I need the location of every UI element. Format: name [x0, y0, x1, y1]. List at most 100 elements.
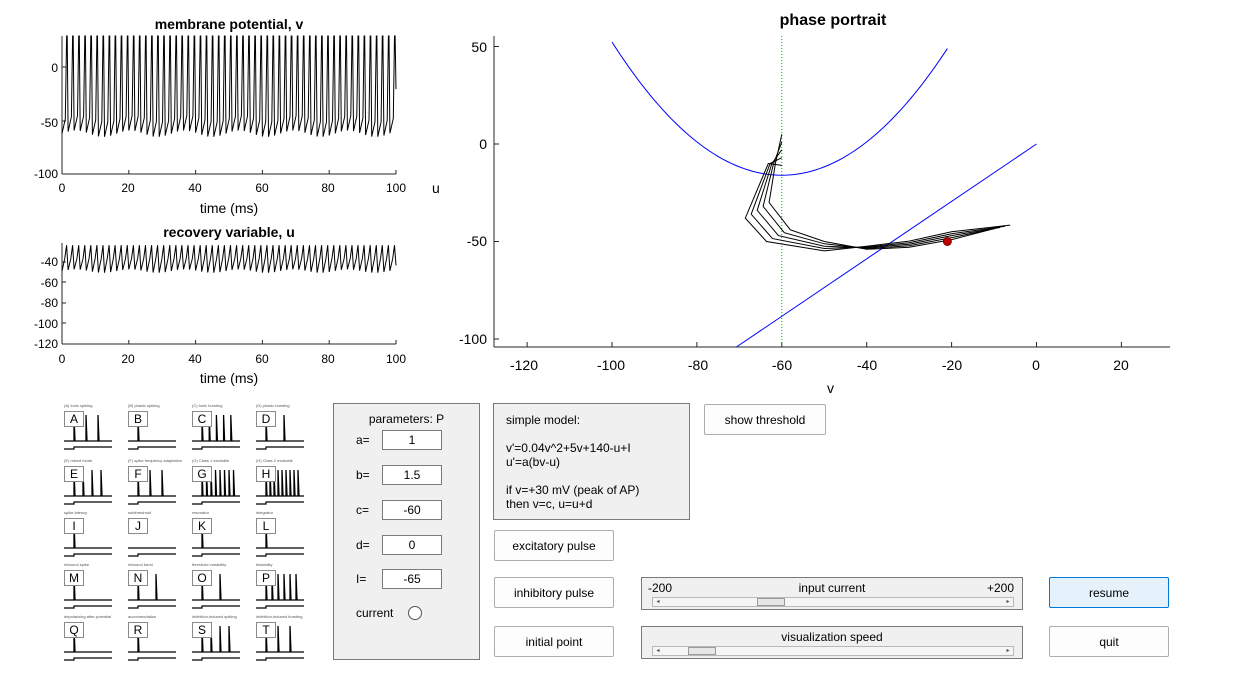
neuron-type-thumbnail-j[interactable]: subthreshold J — [124, 510, 180, 562]
membrane-xtick: 40 — [188, 181, 202, 195]
model-text-line — [506, 427, 639, 441]
neuron-type-thumbnail-g[interactable]: (G) Class 1 excitable G — [188, 458, 244, 510]
initial-point-button[interactable]: initial point — [494, 626, 614, 657]
speed-panel: visualization speed ◂ ▸ — [641, 626, 1023, 659]
thumbnail-caption: (B) phasic spiking — [128, 403, 160, 408]
thumbnail-caption: (D) phasic bursting — [256, 403, 290, 408]
thumbnail-spikes — [256, 573, 304, 601]
thumbnail-trace — [128, 547, 176, 557]
input-current-slider[interactable]: ◂ ▸ — [652, 597, 1014, 607]
param-a-field[interactable]: 1 — [382, 430, 442, 450]
recovery-xtick: 60 — [255, 352, 269, 366]
thumbnail-caption: subthreshold — [128, 510, 151, 515]
thumbnail-letter-button[interactable]: P — [256, 570, 276, 586]
input-current-slider-thumb[interactable] — [757, 598, 786, 606]
thumbnail-caption: depolarizing after-potential — [64, 614, 112, 619]
thumbnail-letter-button[interactable]: Q — [64, 622, 84, 638]
membrane-xtick: 0 — [58, 181, 66, 195]
current-radio[interactable] — [408, 606, 422, 620]
thumbnail-letter-button[interactable]: S — [192, 622, 212, 638]
thumbnail-letter-button[interactable]: I — [64, 518, 84, 534]
thumbnail-input-step — [64, 446, 112, 450]
thumbnail-letter-button[interactable]: C — [192, 411, 212, 427]
neuron-type-thumbnail-f[interactable]: (F) spike frequency adaptation F — [124, 458, 182, 510]
neuron-type-thumbnail-r[interactable]: accommodation R — [124, 614, 180, 666]
membrane-ytick: 0 — [51, 61, 58, 75]
thumbnail-caption: inhibition-induced bursting — [256, 614, 303, 619]
neuron-type-thumbnail-k[interactable]: resonator K — [188, 510, 244, 562]
thumbnail-letter-button[interactable]: A — [64, 411, 84, 427]
slider-right-arrow-icon[interactable]: ▸ — [1006, 648, 1010, 654]
neuron-type-thumbnail-e[interactable]: (E) mixed mode E — [60, 458, 116, 510]
thumbnail-letter-button[interactable]: H — [256, 466, 276, 482]
thumbnail-letter-button[interactable]: D — [256, 411, 276, 427]
visualization-speed-slider[interactable]: ◂ ▸ — [652, 646, 1014, 656]
recovery-variable-plot — [61, 243, 397, 345]
neuron-type-thumbnail-n[interactable]: rebound burst N — [124, 562, 180, 614]
slider-right-arrow-icon[interactable]: ▸ — [1006, 599, 1010, 605]
parameters-title: parameters: P — [368, 412, 445, 426]
membrane-potential-plot — [61, 35, 397, 175]
model-text-line — [506, 469, 639, 483]
param-i-label: I= — [356, 572, 367, 586]
recovery-xtick: 100 — [385, 352, 407, 366]
neuron-type-thumbnail-p[interactable]: bistability P — [252, 562, 308, 614]
thumbnail-spikes — [192, 573, 240, 601]
thumbnail-caption: bistability — [256, 562, 273, 567]
neuron-type-thumbnail-a[interactable]: (A) tonic spiking A — [60, 403, 116, 455]
thumbnail-letter-button[interactable]: J — [128, 518, 148, 534]
param-i-field[interactable]: -65 — [382, 569, 442, 589]
thumbnail-letter-button[interactable]: K — [192, 518, 212, 534]
neuron-type-thumbnail-h[interactable]: (H) Class 2 excitable H — [252, 458, 308, 510]
model-text-line: if v=+30 mV (peak of AP) — [506, 483, 640, 497]
param-c-field[interactable]: -60 — [382, 500, 442, 520]
recovery-plot-title: recovery variable, u — [163, 224, 295, 240]
thumbnail-letter-button[interactable]: L — [256, 518, 276, 534]
inhibitory-pulse-button[interactable]: inhibitory pulse — [494, 577, 614, 608]
neuron-type-thumbnail-s[interactable]: inhibition-induced spiking S — [188, 614, 244, 666]
quit-button[interactable]: quit — [1049, 626, 1169, 657]
recovery-xtick: 0 — [58, 352, 66, 366]
resume-button[interactable]: resume — [1049, 577, 1169, 608]
show-threshold-button[interactable]: show threshold — [704, 404, 826, 435]
thumbnail-letter-button[interactable]: E — [64, 466, 84, 482]
visualization-speed-label: visualization speed — [781, 630, 883, 644]
neuron-type-thumbnail-m[interactable]: rebound spike M — [60, 562, 116, 614]
thumbnail-caption: threshold variability — [192, 562, 227, 567]
phase-xtick: 20 — [1113, 357, 1129, 373]
thumbnail-letter-button[interactable]: M — [64, 570, 84, 586]
excitatory-pulse-button[interactable]: excitatory pulse — [494, 530, 614, 561]
neuron-type-thumbnail-l[interactable]: integrator L — [252, 510, 308, 562]
model-text-line: v'=0.04v^2+5v+140-u+I — [506, 441, 631, 455]
thumbnail-letter-button[interactable]: F — [128, 466, 148, 482]
thumbnail-caption: resonator — [192, 510, 209, 515]
thumbnail-spikes — [128, 573, 176, 601]
input-current-label: input current — [798, 581, 866, 595]
membrane-plot-title: membrane potential, v — [154, 16, 304, 32]
neuron-type-thumbnail-q[interactable]: depolarizing after-potential Q — [60, 614, 116, 666]
thumbnail-letter-button[interactable]: G — [192, 466, 212, 482]
membrane-xtick: 60 — [255, 181, 269, 195]
slider-left-arrow-icon[interactable]: ◂ — [656, 599, 660, 605]
neuron-type-thumbnail-c[interactable]: (C) tonic bursting C — [188, 403, 244, 455]
thumbnail-letter-button[interactable]: O — [192, 570, 212, 586]
thumbnail-letter-button[interactable]: B — [128, 411, 148, 427]
neuron-type-thumbnail-o[interactable]: threshold variability O — [188, 562, 244, 614]
visualization-speed-slider-thumb[interactable] — [688, 647, 717, 655]
neuron-type-thumbnail-t[interactable]: inhibition-induced bursting T — [252, 614, 308, 666]
model-text-line: simple model: — [506, 413, 581, 427]
recovery-ytick: -40 — [40, 255, 58, 269]
recovery-xlabel: time (ms) — [199, 370, 259, 386]
neuron-type-thumbnail-b[interactable]: (B) phasic spiking B — [124, 403, 180, 455]
model-text-line: u'=a(bv-u) — [506, 455, 560, 469]
param-b-field[interactable]: 1.5 — [382, 465, 442, 485]
slider-left-arrow-icon[interactable]: ◂ — [656, 648, 660, 654]
thumbnail-letter-button[interactable]: T — [256, 622, 276, 638]
param-a-label: a= — [356, 433, 370, 447]
thumbnail-letter-button[interactable]: N — [128, 570, 148, 586]
neuron-type-thumbnail-i[interactable]: spike latency I — [60, 510, 116, 562]
thumbnail-letter-button[interactable]: R — [128, 622, 148, 638]
phase-ytick: -50 — [466, 233, 487, 249]
param-d-field[interactable]: 0 — [382, 535, 442, 555]
neuron-type-thumbnail-d[interactable]: (D) phasic bursting D — [252, 403, 308, 455]
